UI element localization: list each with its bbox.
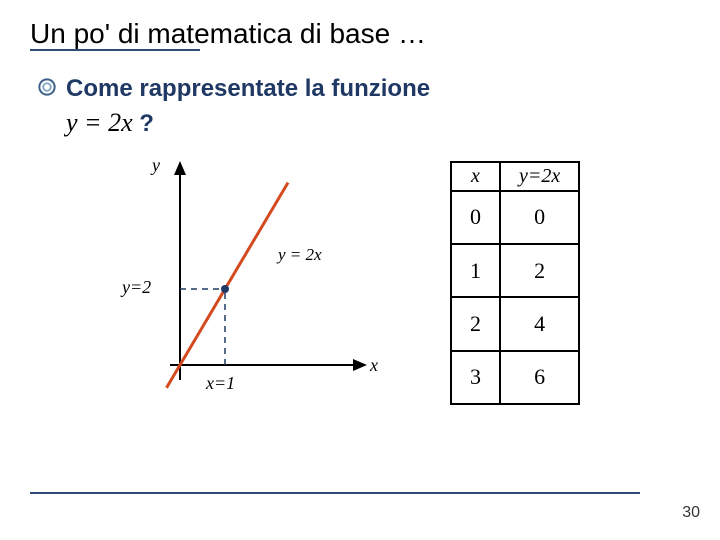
table-cell: 4 — [500, 297, 579, 350]
table-header-x: x — [451, 162, 500, 191]
chart: y x y=2 x=1 y = 2x — [110, 155, 390, 405]
table-row: 00 — [451, 191, 579, 244]
table-cell: 0 — [451, 191, 500, 244]
table-cell: 0 — [500, 191, 579, 244]
title-block: Un po' di matematica di base … — [30, 18, 690, 51]
y-axis-label: y — [152, 155, 160, 176]
table-header-row: x y=2x — [451, 162, 579, 191]
footer-rule — [30, 492, 640, 494]
question-suffix: ? — [139, 110, 154, 137]
page-number: 30 — [682, 504, 700, 522]
y-tick-label: y=2 — [122, 277, 151, 298]
chart-svg — [110, 155, 390, 405]
table-row: 24 — [451, 297, 579, 350]
line-formula-label: y = 2x — [278, 245, 322, 265]
bullet-icon — [38, 78, 56, 96]
table-cell: 3 — [451, 351, 500, 404]
slide-title: Un po' di matematica di base … — [30, 18, 426, 52]
table-cell: 6 — [500, 351, 579, 404]
x-axis-label: x — [370, 355, 378, 376]
question-text: Come rappresentate la funzione y = 2x ? — [66, 73, 430, 141]
table-row: 36 — [451, 351, 579, 404]
content-row: y x y=2 x=1 y = 2x x y=2x 00122436 — [30, 155, 690, 405]
table-body: 00122436 — [451, 191, 579, 404]
x-tick-label: x=1 — [206, 373, 235, 394]
question-prefix: Come rappresentate la funzione — [66, 75, 430, 102]
question-formula: y = 2x — [66, 108, 133, 137]
value-table: x y=2x 00122436 — [450, 161, 580, 405]
table-row: 12 — [451, 244, 579, 297]
table-cell: 2 — [500, 244, 579, 297]
bullet-item: Come rappresentate la funzione y = 2x ? — [38, 73, 690, 141]
table-cell: 2 — [451, 297, 500, 350]
table-cell: 1 — [451, 244, 500, 297]
table-header-y: y=2x — [500, 162, 579, 191]
